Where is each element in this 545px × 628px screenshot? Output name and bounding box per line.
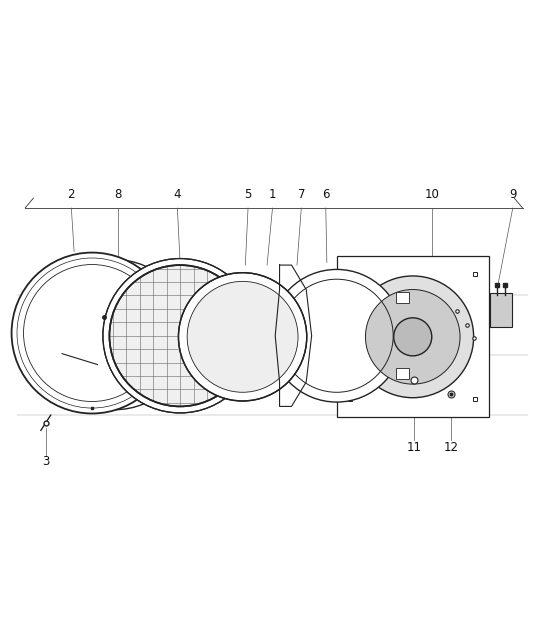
FancyBboxPatch shape [396,369,409,379]
FancyBboxPatch shape [337,256,489,417]
Circle shape [40,259,190,409]
Text: 8: 8 [114,188,121,201]
Text: 1: 1 [269,188,276,201]
Text: 9: 9 [509,188,517,201]
Text: 3: 3 [42,455,50,468]
FancyBboxPatch shape [396,292,409,303]
FancyBboxPatch shape [261,362,274,373]
Text: 2: 2 [68,188,75,201]
Text: 5: 5 [244,188,252,201]
Circle shape [103,259,257,413]
Circle shape [270,269,403,402]
Text: 11: 11 [407,441,421,453]
Circle shape [11,252,172,413]
Text: 7: 7 [298,188,305,201]
Circle shape [393,318,432,356]
Circle shape [352,276,474,398]
Text: 10: 10 [425,188,439,201]
Circle shape [110,265,251,406]
Circle shape [187,281,298,392]
Text: 12: 12 [443,441,458,453]
Text: 6: 6 [322,188,330,201]
FancyBboxPatch shape [261,298,274,309]
Circle shape [178,273,307,401]
Text: 4: 4 [174,188,181,201]
FancyBboxPatch shape [490,293,512,327]
Circle shape [366,290,460,384]
